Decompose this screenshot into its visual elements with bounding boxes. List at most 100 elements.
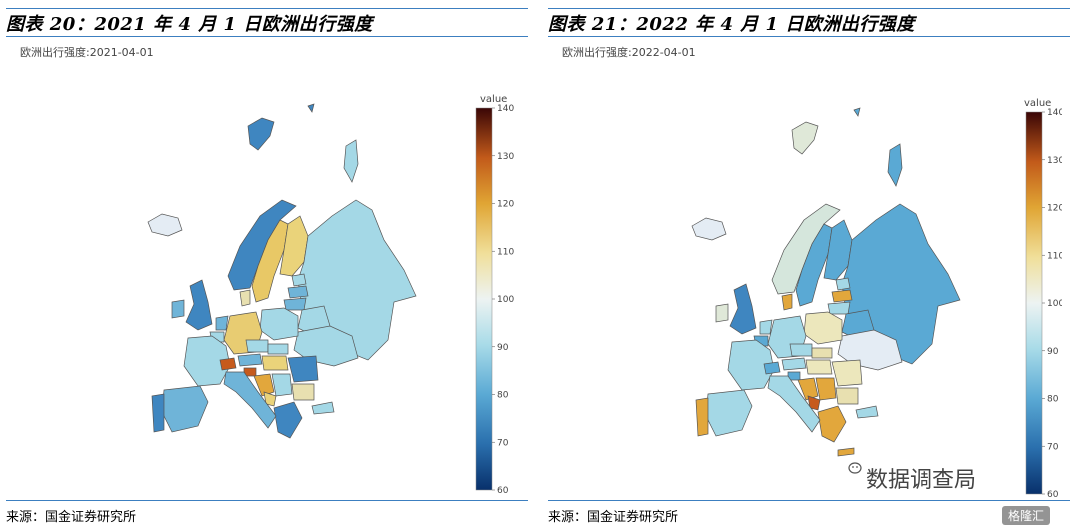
region-bosnia [263, 391, 277, 407]
colorbar-tick-label: 70 [1047, 442, 1059, 452]
colorbar-tick-label: 80 [1047, 395, 1059, 405]
region-ukraine [837, 329, 903, 371]
title-rule [548, 36, 1070, 37]
colorbar-tick-label: 70 [497, 438, 509, 448]
region-czechia [789, 343, 813, 357]
figure-title: 图表 20：2021 年 4 月 1 日欧洲出行强度 [6, 14, 373, 35]
region-turkey-edge [311, 401, 335, 415]
colorbar-tick-label: 100 [1047, 299, 1062, 309]
bottom-rule [548, 500, 1070, 501]
region-latvia [287, 285, 309, 299]
region-denmark [239, 289, 251, 307]
map-figure: value 140 130 120 110 100 90 80 70 60 欧洲出行强度 [12, 40, 520, 498]
region-france [727, 339, 775, 391]
europe-map-2022: value 140 130 120 110 100 90 80 70 60 [691, 98, 1062, 498]
colorbar-tick-label: 120 [1047, 204, 1062, 214]
colorbar-tick-label: 130 [497, 152, 514, 162]
colorbar-title: value [1024, 98, 1051, 109]
region-svalbard [247, 117, 275, 151]
region-svalbard-small [307, 103, 315, 113]
region-romania [831, 359, 863, 387]
region-netherlands [215, 315, 229, 331]
colorbar-ticks: 140 130 120 110 100 90 80 70 60 [492, 104, 514, 496]
region-bosnia [807, 395, 821, 411]
colorbar-tick-label: 130 [1047, 156, 1062, 166]
colorbar-tick-label: 140 [497, 104, 514, 114]
region-turkey-edge [855, 405, 879, 419]
region-poland [259, 307, 299, 341]
colorbar-gradient [475, 107, 493, 491]
region-denmark [781, 293, 793, 311]
colorbar-gradient [1025, 111, 1043, 495]
region-estonia [835, 277, 851, 291]
colorbar-tick-label: 120 [497, 200, 514, 210]
region-crete [837, 447, 855, 457]
region-netherlands [759, 319, 773, 335]
region-hungary [805, 359, 833, 375]
colorbar-tick-label: 110 [1047, 251, 1062, 261]
region-croatia [253, 373, 275, 397]
region-lithuania [827, 301, 851, 315]
region-spain [161, 385, 209, 433]
region-latvia [831, 289, 853, 303]
colorbar: value 140 130 120 110 100 90 80 70 60 [475, 94, 514, 496]
brand-logo: 格隆汇 [1002, 506, 1051, 525]
map-figure: value 140 130 120 110 100 90 80 70 60 欧洲出行强度 [554, 40, 1062, 498]
region-italy [767, 375, 821, 433]
top-rule [548, 8, 1070, 9]
europe-map-2021: value 140 130 120 110 100 90 80 70 60 [147, 94, 514, 496]
colorbar-tick-label: 90 [1047, 347, 1059, 357]
region-switzerland [219, 357, 237, 371]
region-portugal [695, 397, 709, 437]
region-lithuania [283, 297, 307, 311]
map-subtitle: 欧洲出行强度:2022-04-01 [562, 46, 696, 59]
colorbar-ticks: 140 130 120 110 100 90 80 70 60 [1042, 108, 1062, 498]
region-ireland [171, 299, 185, 319]
region-novaya-zemlya [887, 143, 903, 187]
region-czechia [245, 339, 269, 353]
colorbar-title: value [480, 94, 507, 105]
figure-panel-2021: 图表 20：2021 年 4 月 1 日欧洲出行强度 [6, 0, 528, 528]
figure-panel-2022: 图表 21：2022 年 4 月 1 日欧洲出行强度 [548, 0, 1070, 528]
region-uk [185, 279, 213, 331]
region-svalbard-small [853, 107, 861, 117]
region-romania [287, 355, 319, 383]
region-italy [223, 371, 277, 429]
region-greece [273, 401, 303, 439]
colorbar-tick-label: 60 [497, 486, 509, 496]
colorbar-tick-label: 110 [497, 247, 514, 257]
region-iceland [691, 217, 727, 241]
region-ukraine [293, 325, 359, 367]
bottom-rule [6, 500, 528, 501]
region-uk [729, 283, 757, 335]
region-croatia [797, 377, 819, 401]
region-serbia [271, 373, 293, 397]
region-ireland [715, 303, 729, 323]
colorbar-tick-label: 100 [497, 295, 514, 305]
wechat-icon [848, 462, 862, 474]
region-portugal [151, 393, 165, 433]
region-austria [781, 357, 807, 371]
colorbar-tick-label: 140 [1047, 108, 1062, 118]
colorbar-tick-label: 80 [497, 391, 509, 401]
region-serbia [815, 377, 837, 401]
region-sweden [795, 223, 833, 307]
region-spain [705, 389, 753, 437]
region-bulgaria [835, 387, 859, 405]
figure-title: 图表 21：2022 年 4 月 1 日欧洲出行强度 [548, 14, 915, 35]
region-estonia [291, 273, 307, 287]
region-switzerland [763, 361, 781, 375]
region-france [183, 335, 231, 387]
colorbar: value 140 130 120 110 100 90 80 70 60 [1024, 98, 1062, 498]
region-austria [237, 353, 263, 367]
region-svalbard [791, 121, 819, 155]
region-sweden [251, 219, 289, 303]
region-greece [817, 405, 847, 443]
title-rule [6, 36, 528, 37]
watermark-text: 数据调查局 [866, 468, 977, 493]
region-slovakia [267, 343, 289, 355]
region-poland [803, 311, 843, 345]
region-novaya-zemlya [343, 139, 359, 183]
colorbar-tick-label: 90 [497, 343, 509, 353]
map-subtitle: 欧洲出行强度:2021-04-01 [20, 46, 154, 59]
